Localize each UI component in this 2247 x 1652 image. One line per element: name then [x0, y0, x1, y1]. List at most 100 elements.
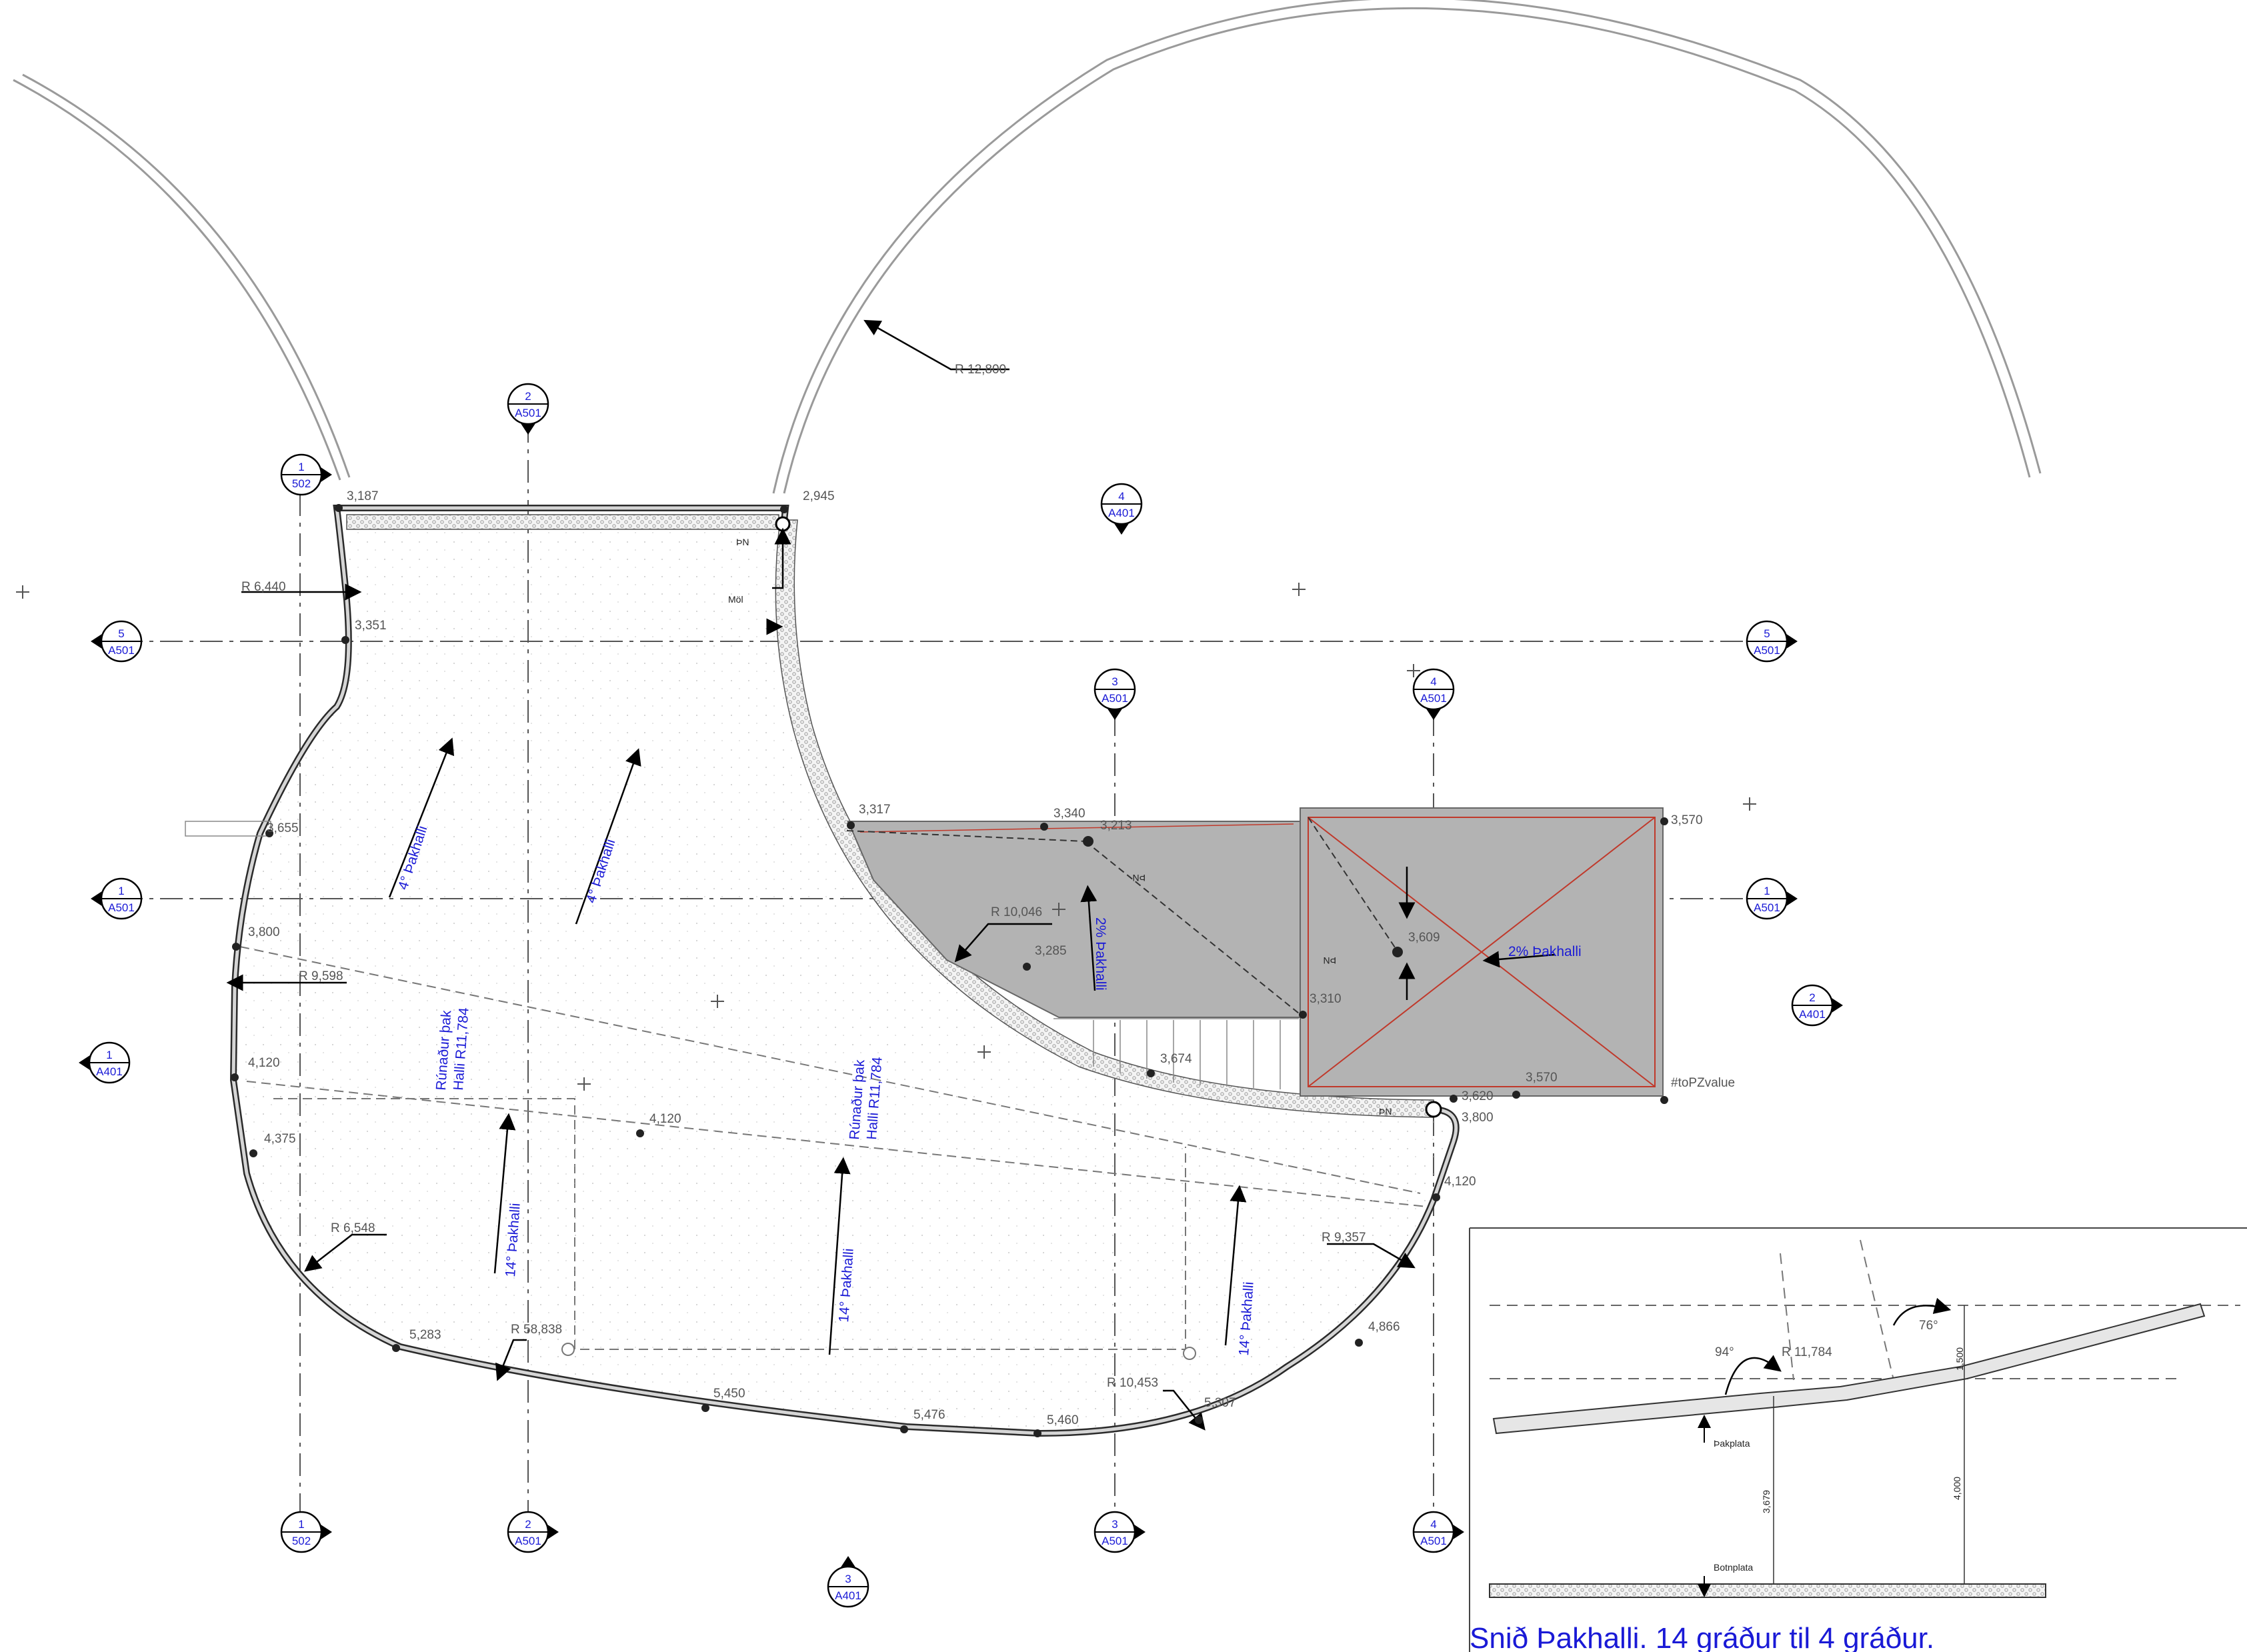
level-label: 5,307 [1204, 1396, 1236, 1410]
section-marker-sheet: A401 [835, 1589, 861, 1602]
section-marker[interactable]: 2 A401 [1791, 984, 1843, 1027]
level-label: 5,460 [1047, 1413, 1079, 1427]
section-marker[interactable]: 1 A501 [1746, 877, 1798, 920]
slope-label: 2% Þakhalli [1093, 917, 1108, 991]
level-label: 3,620 [1462, 1089, 1494, 1103]
radius-label: R 11,784 [1782, 1345, 1832, 1359]
section-marker[interactable]: 4 A501 [1412, 1511, 1464, 1553]
drain-label: ÞN [1379, 1106, 1392, 1117]
section-marker-number: 5 [1764, 627, 1770, 640]
level-label: 5,450 [713, 1387, 745, 1401]
section-marker-number: 2 [525, 1518, 531, 1531]
radius-label: R 9,598 [299, 969, 343, 983]
dimension-label: 4,000 [1952, 1477, 1962, 1500]
section-marker-sheet: A501 [1420, 692, 1447, 705]
section-marker[interactable]: 1 A401 [79, 1041, 131, 1084]
section-marker[interactable]: 3 A501 [1093, 1511, 1146, 1553]
section-marker-number: 2 [525, 390, 531, 403]
section-marker-sheet: A501 [1754, 644, 1780, 657]
level-label: 5,283 [409, 1328, 441, 1342]
radius-label: R 6,440 [241, 580, 286, 594]
section-marker-number: 4 [1430, 675, 1436, 688]
section-marker[interactable]: 2 A501 [507, 1511, 559, 1553]
level-label: 3,570 [1526, 1071, 1558, 1085]
section-marker-sheet: A401 [96, 1065, 123, 1078]
section-marker-sheet: A501 [515, 1535, 541, 1547]
roof-slab-label: Þakplata [1714, 1438, 1750, 1449]
level-label: 3,800 [1462, 1111, 1494, 1125]
section-marker-number: 4 [1430, 1518, 1436, 1531]
section-marker-sheet: A501 [1420, 1535, 1447, 1547]
section-marker[interactable]: 4 A401 [1100, 483, 1143, 535]
radius-label: R 10,453 [1107, 1376, 1158, 1390]
level-label: 3,340 [1053, 807, 1085, 821]
level-label: 3,351 [355, 619, 387, 633]
section-marker-number: 1 [1764, 885, 1770, 897]
level-label: 5,476 [913, 1408, 945, 1422]
level-label: #toPZvalue [1671, 1076, 1735, 1090]
radius-label: R 6,548 [331, 1221, 375, 1235]
section-marker-sheet: 502 [292, 1535, 311, 1547]
section-marker[interactable]: 3 A501 [1093, 668, 1136, 720]
level-label: 4,120 [649, 1112, 681, 1126]
radius-label: R 10,046 [991, 905, 1042, 919]
level-label: 2,945 [803, 489, 835, 503]
drain-label: ÞN [736, 537, 749, 547]
section-marker-number: 1 [298, 1518, 304, 1531]
level-label: 3,570 [1671, 813, 1703, 827]
section-marker[interactable]: 2 A501 [507, 383, 549, 435]
section-marker-number: 5 [118, 627, 124, 640]
gravel-label: Möl [728, 594, 743, 605]
section-marker-number: 3 [1111, 1518, 1117, 1531]
drain-label: ÞN [1324, 955, 1336, 966]
level-label: 4,120 [248, 1056, 280, 1070]
section-marker-number: 1 [118, 885, 124, 897]
section-marker-sheet: A501 [108, 644, 135, 657]
section-marker-sheet: A501 [108, 901, 135, 914]
section-detail: 94° 76° R 11,784 1,500 3,679 4,000 Þakpl… [1469, 1227, 2247, 1652]
dimension-label: 3,679 [1761, 1490, 1772, 1513]
radius-label: R 9,357 [1322, 1231, 1366, 1245]
section-marker-sheet: A401 [1799, 1008, 1826, 1021]
level-label: 3,609 [1408, 931, 1440, 945]
level-label: 3,213 [1100, 819, 1132, 833]
level-label: 3,187 [347, 489, 379, 503]
drain-label: ÞN [1133, 873, 1146, 883]
level-label: 3,310 [1310, 992, 1342, 1006]
level-label: 4,120 [1444, 1175, 1476, 1189]
level-label: 3,674 [1160, 1052, 1192, 1066]
radius-label: R 58,838 [511, 1323, 562, 1337]
section-marker-number: 3 [845, 1573, 851, 1585]
level-label: 4,375 [264, 1132, 296, 1146]
section-marker[interactable]: 1 A501 [91, 877, 143, 920]
section-marker-number: 1 [106, 1049, 112, 1061]
section-marker-sheet: 502 [292, 477, 311, 490]
level-label: 3,800 [248, 925, 280, 939]
section-marker[interactable]: 4 A501 [1412, 668, 1455, 720]
section-marker-sheet: A501 [1754, 901, 1780, 914]
floor-slab-label: Botnplata [1714, 1562, 1753, 1573]
angle-label: 76° [1919, 1319, 1938, 1333]
section-marker-number: 4 [1118, 490, 1124, 503]
angle-label: 94° [1715, 1345, 1734, 1359]
level-label: 3,655 [267, 821, 299, 835]
section-marker-sheet: A501 [1101, 692, 1128, 705]
level-label: 4,866 [1368, 1320, 1400, 1334]
section-marker-sheet: A501 [515, 407, 541, 419]
dimension-label: 1,500 [1954, 1347, 1965, 1371]
section-marker[interactable]: 5 A501 [1746, 620, 1798, 663]
level-label: 3,317 [859, 803, 891, 817]
section-marker[interactable]: 3 A401 [827, 1556, 869, 1608]
section-caption: Snið Þakhalli. 14 gráður til 4 gráður. [1470, 1622, 1934, 1652]
section-marker-sheet: A501 [1101, 1535, 1128, 1547]
section-marker-sheet: A401 [1108, 507, 1135, 519]
slope-label: 2% Þakhalli [1508, 944, 1582, 959]
section-marker-number: 1 [298, 461, 304, 473]
section-marker[interactable]: 5 A501 [91, 620, 143, 663]
level-label: 3,285 [1035, 944, 1067, 958]
section-marker-number: 2 [1809, 991, 1815, 1004]
radius-label: R 12,800 [955, 363, 1006, 377]
